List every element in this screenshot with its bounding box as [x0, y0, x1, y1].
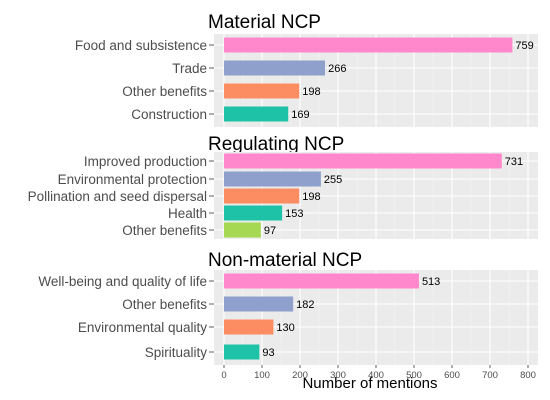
category-label: Construction [131, 107, 207, 122]
bar [224, 273, 419, 289]
x-tick-label: 100 [254, 370, 270, 381]
value-label: 759 [515, 40, 533, 52]
category-label: Spirituality [145, 345, 208, 360]
x-tick-label: 300 [330, 370, 346, 381]
category-label: Other benefits [122, 297, 207, 312]
value-label: 130 [276, 322, 294, 334]
value-label: 513 [422, 276, 440, 288]
category-label: Other benefits [122, 223, 207, 238]
bar [224, 153, 502, 169]
bar [224, 83, 300, 99]
bar [224, 37, 513, 53]
bar [224, 222, 261, 238]
category-label: Food and subsistence [75, 38, 207, 53]
x-tick-label: 0 [221, 370, 226, 381]
value-label: 255 [324, 174, 342, 186]
bar [224, 188, 300, 204]
category-label: Other benefits [122, 84, 207, 99]
value-label: 153 [285, 208, 303, 220]
bar [224, 171, 321, 187]
panel-title: Non-material NCP [208, 250, 362, 271]
bar [224, 344, 260, 360]
bar [224, 60, 326, 76]
x-tick-label: 600 [444, 370, 460, 381]
value-label: 97 [264, 225, 276, 237]
value-label: 266 [328, 63, 346, 75]
x-axis-title: Number of mentions [302, 375, 437, 392]
x-tick-label: 400 [368, 370, 384, 381]
value-label: 169 [291, 109, 309, 121]
category-label: Pollination and seed dispersal [28, 189, 207, 204]
x-tick-label: 800 [520, 370, 536, 381]
category-label: Health [168, 206, 207, 221]
category-label: Environmental protection [58, 172, 207, 187]
value-label: 731 [505, 156, 523, 168]
panel-title: Material NCP [208, 12, 321, 33]
panel-title: Regulating NCP [208, 134, 344, 155]
bar [224, 106, 289, 122]
value-label: 198 [302, 191, 320, 203]
x-tick-label: 700 [482, 370, 498, 381]
value-label: 198 [302, 86, 320, 98]
category-label: Well-being and quality of life [38, 274, 207, 289]
value-label: 182 [296, 299, 314, 311]
value-label: 93 [262, 347, 274, 359]
category-label: Trade [172, 61, 207, 76]
x-tick-label: 500 [406, 370, 422, 381]
category-label: Improved production [84, 154, 207, 169]
x-tick-label: 200 [292, 370, 308, 381]
bar [224, 319, 274, 335]
bar [224, 296, 294, 312]
bar [224, 205, 283, 221]
category-label: Environmental quality [78, 320, 207, 335]
